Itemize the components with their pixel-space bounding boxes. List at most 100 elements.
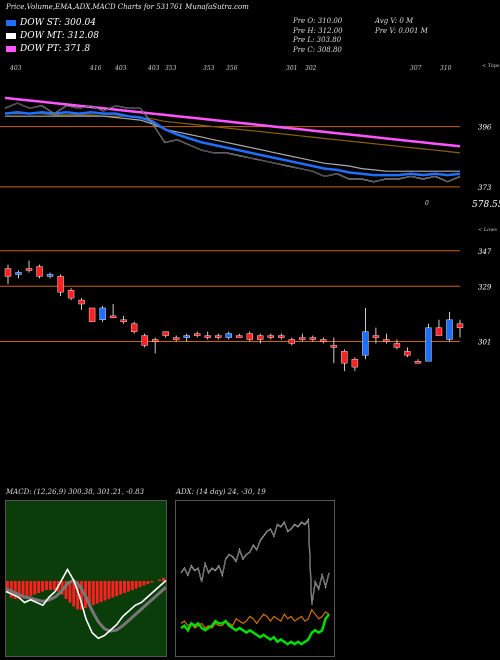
macd-hist-bar	[9, 581, 13, 598]
macd-hist-bar	[146, 581, 150, 584]
candles	[4, 260, 464, 372]
macd-hist-bar	[134, 581, 138, 589]
candle-body	[57, 276, 64, 293]
adx-series-line-core	[180, 519, 330, 606]
ema-top-tick: 403	[114, 65, 127, 72]
legend-swatch-magenta	[6, 45, 16, 52]
macd-hist-bar	[95, 581, 99, 604]
macd-background	[6, 501, 166, 656]
macd-hist-bar	[13, 581, 17, 599]
candle-body	[120, 319, 127, 322]
candle-body	[456, 323, 464, 328]
prev-volume: Pre V: 0.001 M	[375, 26, 428, 35]
candle-body	[236, 335, 243, 338]
candle-body	[278, 335, 285, 338]
macd-hist-bar	[17, 581, 21, 599]
macd-hist-bar	[123, 581, 126, 593]
adx-title: ADX: (14 day) 24, -30, 19	[176, 488, 266, 496]
candle-body	[425, 327, 432, 362]
legend-label: DOW ST: 300.04	[20, 17, 96, 28]
ema-right-axis-label: < Tops	[482, 63, 500, 69]
macd-hist-bar	[142, 581, 146, 586]
ema-series-line	[5, 115, 460, 172]
macd-hist-bar	[103, 581, 107, 601]
ema-series-line	[5, 112, 461, 154]
macd-hist-bar	[52, 581, 56, 590]
ema-tick-label: 373	[478, 184, 492, 192]
volume-block: Avg V: 0 M Pre V: 0.001 M	[375, 17, 428, 36]
macd-hist-bar	[45, 581, 48, 590]
last-price-label: 578.55	[472, 200, 500, 210]
candle-body	[194, 333, 201, 336]
candle-body	[204, 335, 211, 338]
macd-hist-bar	[80, 581, 84, 610]
macd-hist-bar	[126, 581, 130, 592]
legend-label: DOW MT: 312.08	[20, 30, 99, 41]
candle-body	[393, 343, 401, 348]
candle-body	[225, 333, 232, 338]
ema-top-tick: 403	[9, 65, 22, 72]
macd-hist-bar	[21, 581, 25, 599]
candle-body	[172, 337, 180, 340]
price-tick-label: 347	[478, 248, 492, 256]
prev-open: Pre O: 310.00	[293, 17, 343, 25]
candle-body	[330, 345, 338, 348]
candle-body	[383, 339, 390, 342]
macd-hist-bar	[87, 581, 91, 607]
macd-hist-bar	[68, 581, 72, 603]
prev-quote-block: Pre O: 310.00 Pre H: 312.00 Pre L: 303.8…	[293, 17, 343, 55]
candle-body	[78, 299, 85, 305]
ema-top-ticks: 403 416 403 403 353 353 356 301 302 307 310	[9, 65, 452, 72]
ema-top-tick: 353	[203, 65, 215, 72]
ema-tick-label: 396	[478, 124, 492, 132]
legend-swatch-white	[6, 32, 16, 39]
ema-chart: 403 416 403 403 353 353 356 301 302 307 310 < Tops…	[0, 63, 500, 210]
legend-dow-st: DOW ST: 300.04	[6, 16, 99, 29]
macd-hist-bar	[25, 581, 29, 598]
candle-body	[299, 337, 306, 340]
prev-high: Pre H: 312.00	[293, 26, 343, 35]
candle-body	[435, 327, 443, 336]
candle-body	[36, 266, 43, 277]
macd-hist-bar	[162, 578, 165, 581]
ema-top-tick: 403	[147, 65, 160, 72]
adx-series-line	[180, 613, 331, 646]
macd-hist-bar	[6, 581, 9, 593]
ema-top-tick: 310	[440, 65, 452, 72]
candle-body	[130, 323, 138, 332]
candle-body	[267, 335, 274, 338]
avg-volume: Avg V: 0 M	[375, 17, 414, 25]
candle-body	[246, 333, 253, 340]
ema-series-line-core	[4, 102, 461, 183]
candle-body	[414, 360, 422, 364]
candle-body	[320, 339, 327, 342]
prev-close: Pre C: 308.80	[293, 45, 342, 54]
ema-top-tick: 301	[286, 65, 297, 72]
legend-swatch-blue	[6, 19, 16, 26]
macd-chart	[5, 500, 167, 657]
candle-body	[446, 319, 453, 340]
macd-hist-bar	[60, 581, 64, 595]
candle-body	[46, 274, 54, 277]
ema-top-tick: 356	[226, 65, 238, 72]
adx-series-line	[180, 608, 330, 629]
ema-gridlines: 396 373	[0, 124, 492, 192]
candle-body	[109, 315, 117, 319]
candle-body	[99, 307, 106, 320]
candle-body	[151, 339, 159, 342]
prev-low: Pre L: 303.80	[293, 36, 342, 44]
macd-hist-bar	[37, 581, 41, 593]
candle-body	[288, 339, 296, 344]
macd-hist-bar	[33, 581, 37, 595]
price-tick-label: 329	[478, 283, 492, 291]
candle-body	[404, 351, 411, 356]
ema-top-tick: 416	[89, 65, 102, 72]
candle-body	[15, 272, 22, 275]
candle-body	[341, 351, 348, 364]
ema-top-tick: 302	[305, 65, 317, 72]
candle-body	[141, 335, 148, 346]
ema-series-line	[4, 111, 461, 177]
macd-hist-bar	[150, 581, 154, 583]
legend-dow-mt: DOW MT: 312.08	[6, 29, 99, 42]
macd-hist-bar	[64, 581, 68, 599]
